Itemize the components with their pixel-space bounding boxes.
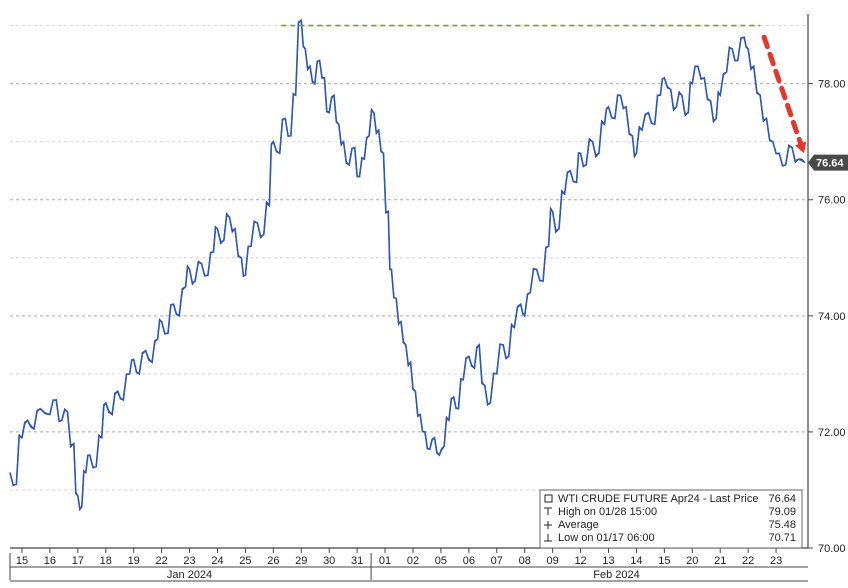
x-tick-label: 05 [435, 555, 447, 567]
legend-value: 75.48 [768, 519, 796, 531]
x-tick-label: 29 [295, 555, 307, 567]
legend-value: 76.64 [768, 493, 796, 505]
x-tick-label: 26 [267, 555, 279, 567]
x-tick-label: 16 [44, 555, 56, 567]
x-tick-label: 18 [100, 555, 112, 567]
x-tick-label: 09 [547, 555, 559, 567]
legend-icon-square [545, 495, 552, 502]
x-tick-label: 31 [351, 555, 363, 567]
price-chart: 70.00 72.00 74.00 76.00 78.00 15 16 17 18 19 22 23 2… [0, 0, 848, 588]
legend-value: 70.71 [768, 532, 796, 544]
x-tick-label: 07 [491, 555, 503, 567]
y-tick-label: 74.00 [818, 311, 846, 323]
x-tick-label: 22 [742, 555, 754, 567]
x-tick-label: 21 [714, 555, 726, 567]
legend-label: Low on 01/17 06:00 [558, 532, 655, 544]
x-tick-label: 13 [602, 555, 614, 567]
x-month-label: Jan 2024 [167, 569, 212, 581]
x-tick-label: 24 [211, 555, 223, 567]
legend-label: Average [558, 519, 599, 531]
x-tick-label: 19 [128, 555, 140, 567]
x-tick-label: 20 [686, 555, 698, 567]
x-tick-label: 12 [574, 555, 586, 567]
legend-label: WTI CRUDE FUTURE Apr24 - Last Price [558, 493, 758, 505]
x-tick-label: 06 [463, 555, 475, 567]
legend-label: High on 01/28 15:00 [558, 506, 657, 518]
x-tick-label: 22 [155, 555, 167, 567]
x-tick-label: 30 [323, 555, 335, 567]
x-month-label: Feb 2024 [593, 569, 639, 581]
x-tick-label: 17 [72, 555, 84, 567]
x-tick-label: 14 [630, 555, 642, 567]
x-tick-label: 01 [379, 555, 391, 567]
legend-value: 79.09 [768, 506, 796, 518]
y-tick-label: 76.00 [818, 195, 846, 207]
chart-svg: 70.00 72.00 74.00 76.00 78.00 15 16 17 18 19 22 23 2… [0, 0, 848, 588]
x-tick-label: 15 [16, 555, 28, 567]
price-tag-value: 76.64 [816, 158, 844, 170]
x-tick-label: 25 [239, 555, 251, 567]
x-tick-label: 15 [658, 555, 670, 567]
y-tick-label: 70.00 [818, 543, 846, 555]
y-tick-label: 78.00 [818, 79, 846, 91]
x-tick-label: 08 [519, 555, 531, 567]
x-tick-label: 23 [183, 555, 195, 567]
x-tick-label: 23 [770, 555, 782, 567]
x-tick-label: 02 [407, 555, 419, 567]
y-tick-label: 72.00 [818, 427, 846, 439]
